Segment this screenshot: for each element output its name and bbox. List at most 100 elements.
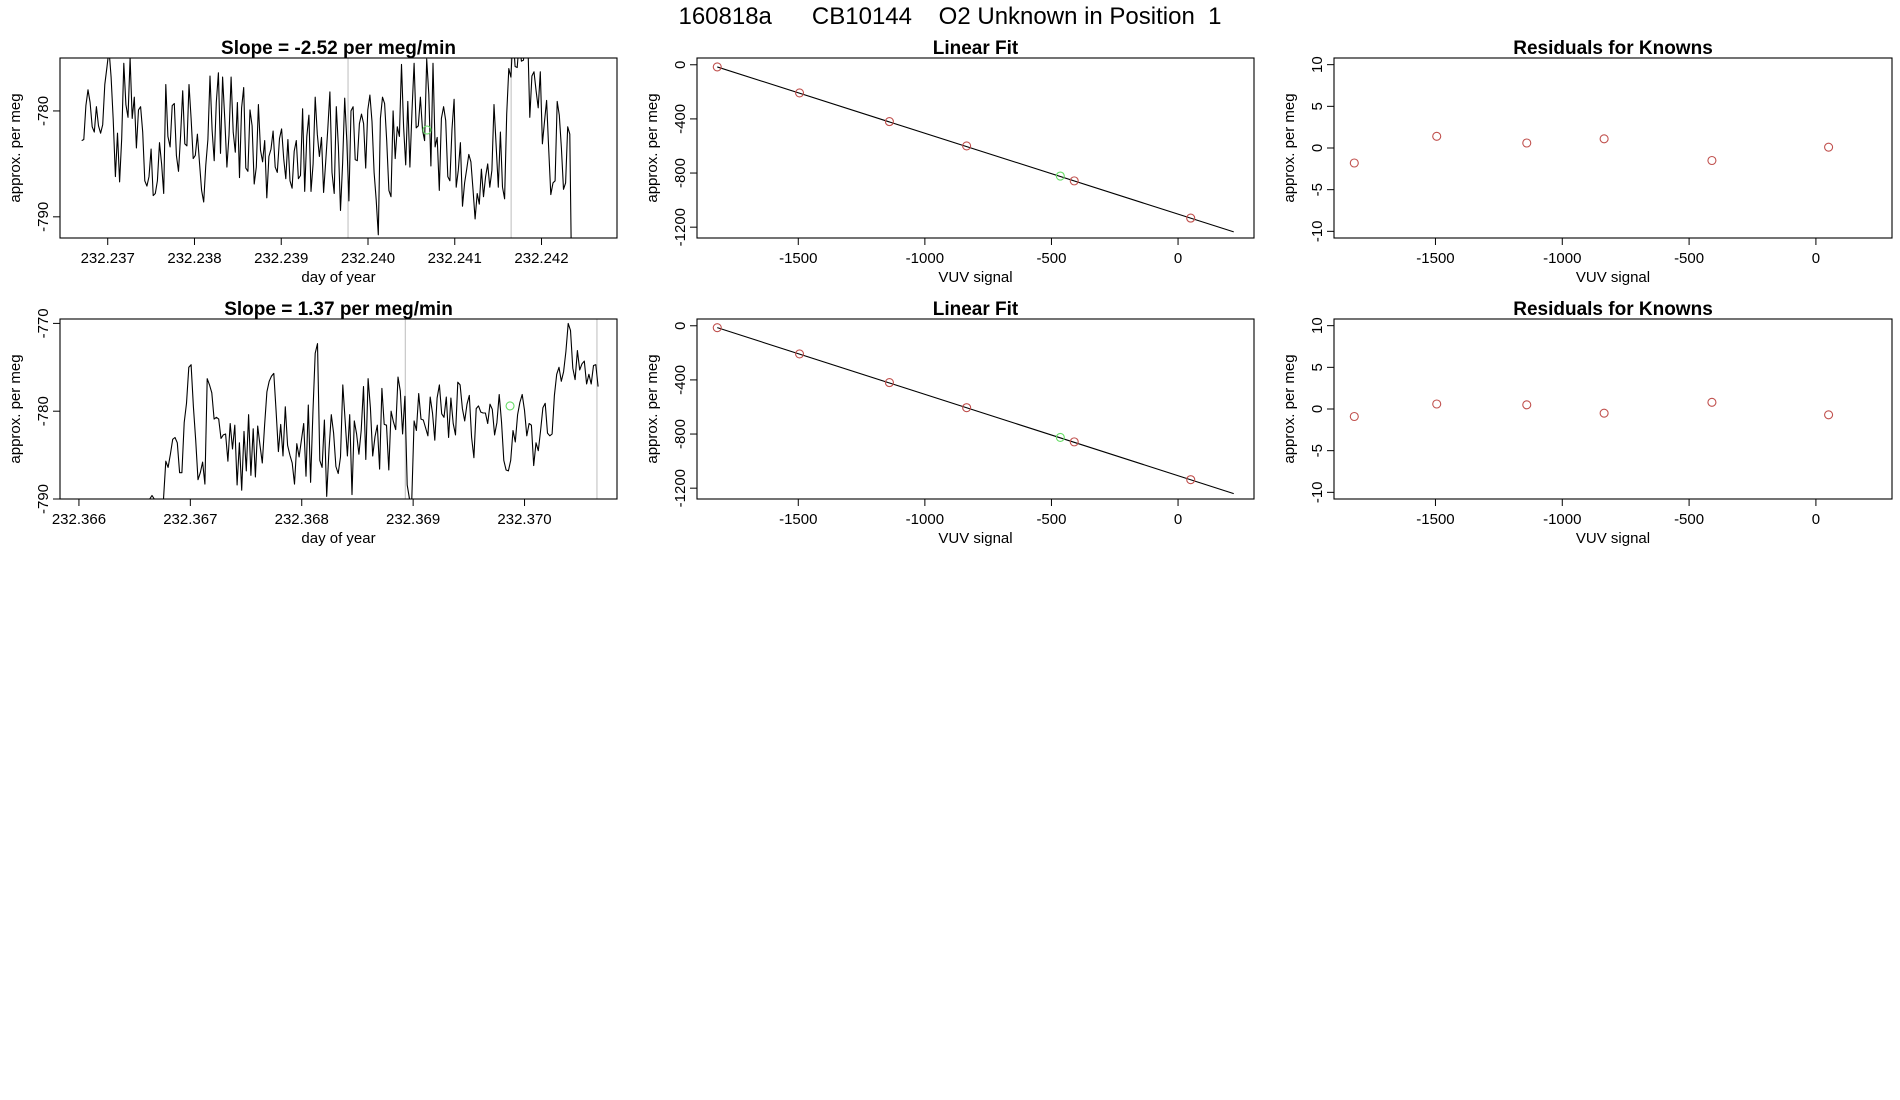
x-tick-label: 232.367 (163, 511, 217, 528)
plot-area (1349, 131, 1834, 168)
panel-title: Linear Fit (933, 299, 1019, 320)
plot-frame (696, 57, 1255, 239)
y-tick-label: -790 (35, 484, 52, 514)
x-tick-label: 0 (1812, 250, 1820, 267)
unknown-sample-point (1055, 171, 1065, 181)
x-tick-label: 232.241 (428, 250, 482, 267)
y-axis-label: approx. per meg (1281, 93, 1298, 202)
page-title: 160818a CB10144 O2 Unknown in Position 1 (0, 3, 1900, 31)
y-tick-label: 0 (1309, 144, 1326, 152)
plot-frame (1333, 318, 1893, 500)
plot-area (60, 319, 599, 499)
y-tick-label: -400 (672, 104, 689, 134)
y-tick-label: -1200 (672, 469, 689, 507)
unknown-sample-point (505, 401, 515, 411)
known-standard-point (1069, 437, 1079, 447)
plot-area (81, 58, 572, 238)
x-tick-label: 232.238 (167, 250, 221, 267)
known-standard-point (794, 349, 805, 359)
y-tick-label: -770 (35, 308, 52, 338)
x-tick-label: 0 (1812, 511, 1820, 528)
y-tick-label: -400 (672, 365, 689, 395)
y-tick-label: -5 (1309, 444, 1326, 457)
known-standard-point (1186, 213, 1196, 223)
chart-panel-1: Slope = -2.52 per meg/min 232.237 232.238 2… (7, 38, 618, 286)
fit-line (717, 66, 1234, 233)
x-axis-label: day of year (301, 530, 375, 547)
y-tick-label: 10 (1309, 56, 1326, 73)
unknown-sample-point (1055, 432, 1065, 442)
x-tick-label: 0 (1174, 511, 1182, 528)
x-tick-label: -500 (1674, 250, 1704, 267)
data-trace-line (81, 58, 572, 238)
y-tick-label: 5 (1309, 102, 1326, 110)
chart-panel-4: Slope = 1.37 per meg/min 232.366 232.367 23… (7, 299, 618, 547)
y-tick-label: 5 (1309, 363, 1326, 371)
plot-frame (59, 57, 618, 239)
x-tick-label: -1000 (1543, 250, 1581, 267)
known-standard-point (1599, 408, 1609, 418)
known-standard-point (1432, 399, 1442, 409)
known-standard-point (1522, 400, 1532, 410)
known-standard-point (1599, 134, 1609, 144)
y-tick-label: -1200 (672, 208, 689, 246)
known-standard-point (1349, 411, 1359, 422)
known-standard-point (1707, 155, 1717, 166)
y-axis-label: approx. per meg (7, 354, 24, 463)
x-tick-label: -1500 (779, 250, 817, 267)
x-tick-label: -1500 (779, 511, 817, 528)
position-number: 1 (1208, 3, 1222, 30)
x-axis-label: VUV signal (938, 530, 1012, 547)
panel-title: Residuals for Knowns (1513, 38, 1713, 59)
plot-frame (696, 318, 1255, 500)
x-tick-label: 0 (1174, 250, 1182, 267)
known-standard-point (1824, 410, 1834, 420)
x-axis-label: VUV signal (938, 269, 1012, 286)
x-tick-label: -1500 (1416, 511, 1454, 528)
x-axis-label: day of year (301, 269, 375, 286)
chart-panel-6: Residuals for Knowns -1500 -1000 -500 0 VUV s… (1281, 299, 1893, 547)
known-standard-point (1522, 138, 1532, 148)
unknown-sample-point (422, 125, 432, 135)
known-standard-point (794, 88, 805, 98)
y-axis-label: approx. per meg (1281, 354, 1298, 463)
y-tick-label: -780 (35, 96, 52, 126)
x-tick-label: -1500 (1416, 250, 1454, 267)
plot-area (712, 62, 1234, 233)
y-axis-label: approx. per meg (644, 354, 661, 463)
x-tick-label: 232.366 (52, 511, 106, 528)
tank-id: CB10144 (811, 3, 912, 30)
y-tick-label: 0 (672, 61, 689, 69)
plot-frame (1333, 57, 1893, 239)
y-tick-label: -5 (1309, 183, 1326, 196)
panel-title: Linear Fit (933, 38, 1019, 59)
known-standard-point (1186, 475, 1196, 485)
known-standard-point (884, 378, 894, 388)
y-tick-label: 10 (1309, 317, 1326, 334)
known-standard-point (962, 141, 972, 151)
y-tick-label: -780 (35, 396, 52, 426)
panel-title: Slope = -2.52 per meg/min (221, 38, 456, 59)
chart-panel-3: Residuals for Knowns -1500 -1000 -500 0 VUV s… (1281, 38, 1893, 286)
known-standard-point (1432, 131, 1442, 141)
known-standard-point (1707, 397, 1717, 407)
panel-title: Slope = 1.37 per meg/min (224, 299, 453, 320)
x-tick-label: 232.370 (497, 511, 551, 528)
chart-panel-2: Linear Fit -1500 -1000 -500 0 VUV signal 0 -400… (644, 38, 1255, 286)
sample-description: O2 Unknown in Position (938, 3, 1195, 30)
chart-panel-5: Linear Fit -1500 -1000 -500 0 VUV signal 0 -400… (644, 299, 1255, 547)
y-tick-label: -800 (672, 158, 689, 188)
x-tick-label: 232.242 (514, 250, 568, 267)
known-standard-point (884, 117, 894, 127)
x-axis-label: VUV signal (1576, 269, 1650, 286)
x-tick-label: 232.237 (81, 250, 135, 267)
y-tick-label: -790 (35, 202, 52, 232)
y-tick-label: -800 (672, 419, 689, 449)
data-trace-line (60, 322, 599, 499)
x-tick-label: 232.368 (275, 511, 329, 528)
known-standard-point (712, 323, 722, 333)
known-standard-point (712, 62, 722, 72)
y-axis-label: approx. per meg (7, 93, 24, 202)
plot-frame (59, 318, 618, 500)
